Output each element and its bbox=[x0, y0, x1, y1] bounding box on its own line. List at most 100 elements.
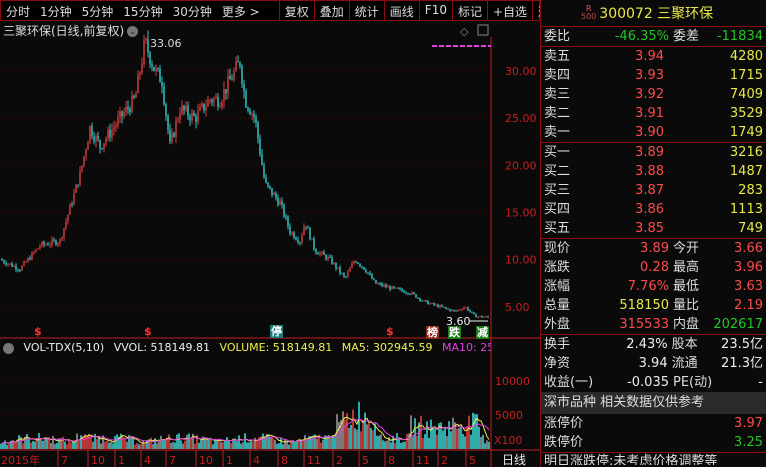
timeline-label: 10 bbox=[91, 454, 105, 467]
indicator-menu-icon[interactable] bbox=[3, 342, 14, 354]
ma10-line bbox=[0, 418, 490, 445]
toolbar-item-0[interactable]: 分时 bbox=[6, 5, 31, 19]
volume-bar bbox=[244, 433, 246, 449]
event-marker[interactable]: 跌 bbox=[448, 326, 461, 339]
stat-label: 外盘 bbox=[544, 317, 571, 332]
candle-body bbox=[165, 104, 167, 116]
event-marker[interactable]: 榜 bbox=[426, 326, 439, 339]
toolbar-item-2[interactable]: 5分钟 bbox=[81, 5, 114, 19]
stat-label: 现价 bbox=[544, 241, 571, 256]
volume-bar bbox=[72, 441, 74, 449]
volume-bar bbox=[62, 436, 64, 449]
volume-bar bbox=[310, 436, 312, 449]
volume-bar bbox=[116, 434, 118, 449]
volume-bar bbox=[152, 444, 154, 449]
volume-bar bbox=[162, 440, 164, 449]
chart-title-text: 三聚环保(日线,前复权) bbox=[3, 24, 125, 38]
volume-bar bbox=[484, 443, 486, 449]
toolbar-item-5[interactable]: 更多 > bbox=[221, 5, 260, 19]
candle-body bbox=[435, 304, 437, 306]
candle-body bbox=[415, 294, 417, 298]
candle-body bbox=[413, 292, 415, 295]
toolbar-item-1[interactable]: 1分钟 bbox=[40, 5, 72, 19]
volume-bar bbox=[280, 437, 282, 449]
candle-body bbox=[213, 98, 215, 103]
volume-bar bbox=[52, 435, 54, 449]
toolbar-item-3[interactable]: 15分钟 bbox=[123, 5, 163, 19]
volume-bar bbox=[156, 443, 158, 449]
candle-body bbox=[479, 316, 481, 318]
chevron-down-icon[interactable]: ⌄ bbox=[127, 26, 139, 37]
volume-bar bbox=[18, 435, 20, 449]
event-marker[interactable]: $ bbox=[144, 325, 152, 338]
volume-bar bbox=[346, 413, 348, 449]
event-marker[interactable]: 减 bbox=[476, 326, 489, 339]
candle-body bbox=[295, 237, 297, 240]
limit-up-row: 涨停价 3.97 bbox=[541, 414, 766, 433]
toolbar-item-6[interactable]: 复权 bbox=[278, 1, 314, 20]
toolbar-item-12[interactable]: +自选 bbox=[486, 1, 532, 20]
buy-label: 买三 bbox=[544, 183, 571, 198]
volume-bar bbox=[112, 443, 114, 449]
volume-bar bbox=[28, 438, 30, 449]
candle-body bbox=[39, 246, 41, 249]
volume-bar bbox=[248, 442, 250, 449]
price-tick: 15.00 bbox=[505, 206, 537, 219]
candle-body bbox=[251, 113, 253, 115]
volume-bar bbox=[468, 415, 470, 449]
volume-bar bbox=[292, 440, 294, 449]
sell-row: 卖五 3.94 4280 bbox=[541, 47, 766, 66]
volume-bar bbox=[274, 440, 276, 449]
volume-bar bbox=[142, 440, 144, 449]
candle-body bbox=[395, 287, 397, 289]
candle-body bbox=[35, 249, 37, 252]
volume-bar bbox=[334, 434, 336, 449]
candle-body bbox=[401, 288, 403, 291]
buy-label: 买五 bbox=[544, 221, 571, 236]
toolbar-item-8[interactable]: 统计 bbox=[348, 1, 384, 20]
candle-body bbox=[443, 306, 445, 308]
sell-label: 卖四 bbox=[544, 68, 571, 83]
fund-label: 股本 bbox=[671, 337, 698, 352]
volume-bar bbox=[96, 439, 98, 449]
toolbar-item-11[interactable]: 标记 bbox=[451, 1, 487, 20]
event-marker[interactable]: 停 bbox=[270, 325, 283, 338]
candle-body bbox=[209, 99, 211, 101]
indicator-name[interactable]: VOL-TDX(5,10) bbox=[23, 341, 105, 354]
volume-bar bbox=[406, 433, 408, 449]
kline-chart[interactable]: ◇ 30.00 25.00 20.00 15.00 10.00 5.00 33.06 3.60 1… bbox=[0, 21, 540, 467]
candle-body bbox=[141, 64, 143, 73]
candle-body bbox=[433, 302, 435, 305]
volume-bar bbox=[16, 439, 18, 449]
toolbar-item-9[interactable]: 画线 bbox=[383, 1, 419, 20]
sell-volume: 3529 bbox=[729, 106, 763, 121]
stat-label: 最低 bbox=[673, 279, 700, 294]
panel-toggle-icon bbox=[477, 24, 489, 36]
toolbar-item-10[interactable]: F10 bbox=[418, 1, 452, 20]
stat-value: 315533 bbox=[619, 317, 669, 332]
volume-bar bbox=[90, 436, 92, 449]
candle-body bbox=[299, 242, 301, 244]
volume-bar bbox=[214, 439, 216, 449]
volume-tick: 5000 bbox=[495, 409, 523, 422]
volume-bar bbox=[398, 437, 400, 449]
market-note: 深市品种 相关数据仅供参考 bbox=[541, 392, 766, 414]
candle-body bbox=[437, 304, 439, 308]
volume-bar bbox=[32, 441, 34, 449]
event-marker[interactable]: $ bbox=[34, 325, 42, 338]
candle-body bbox=[397, 287, 399, 289]
period-label[interactable]: 日线 bbox=[502, 453, 526, 467]
volume-bar bbox=[440, 422, 442, 449]
toolbar-item-4[interactable]: 30分钟 bbox=[172, 5, 212, 19]
candle-body bbox=[9, 263, 11, 265]
timeline-label: 2015年 bbox=[1, 453, 40, 467]
event-marker[interactable]: $ bbox=[386, 325, 394, 338]
volume-bar bbox=[276, 443, 278, 449]
buy-label: 买一 bbox=[544, 145, 571, 160]
candle-body bbox=[403, 290, 405, 293]
buy-price: 3.89 bbox=[635, 145, 664, 160]
volume-bar bbox=[482, 434, 484, 449]
limit-down-value: 3.25 bbox=[734, 435, 763, 450]
volume-bar bbox=[120, 433, 122, 449]
toolbar-item-7[interactable]: 叠加 bbox=[313, 1, 349, 20]
